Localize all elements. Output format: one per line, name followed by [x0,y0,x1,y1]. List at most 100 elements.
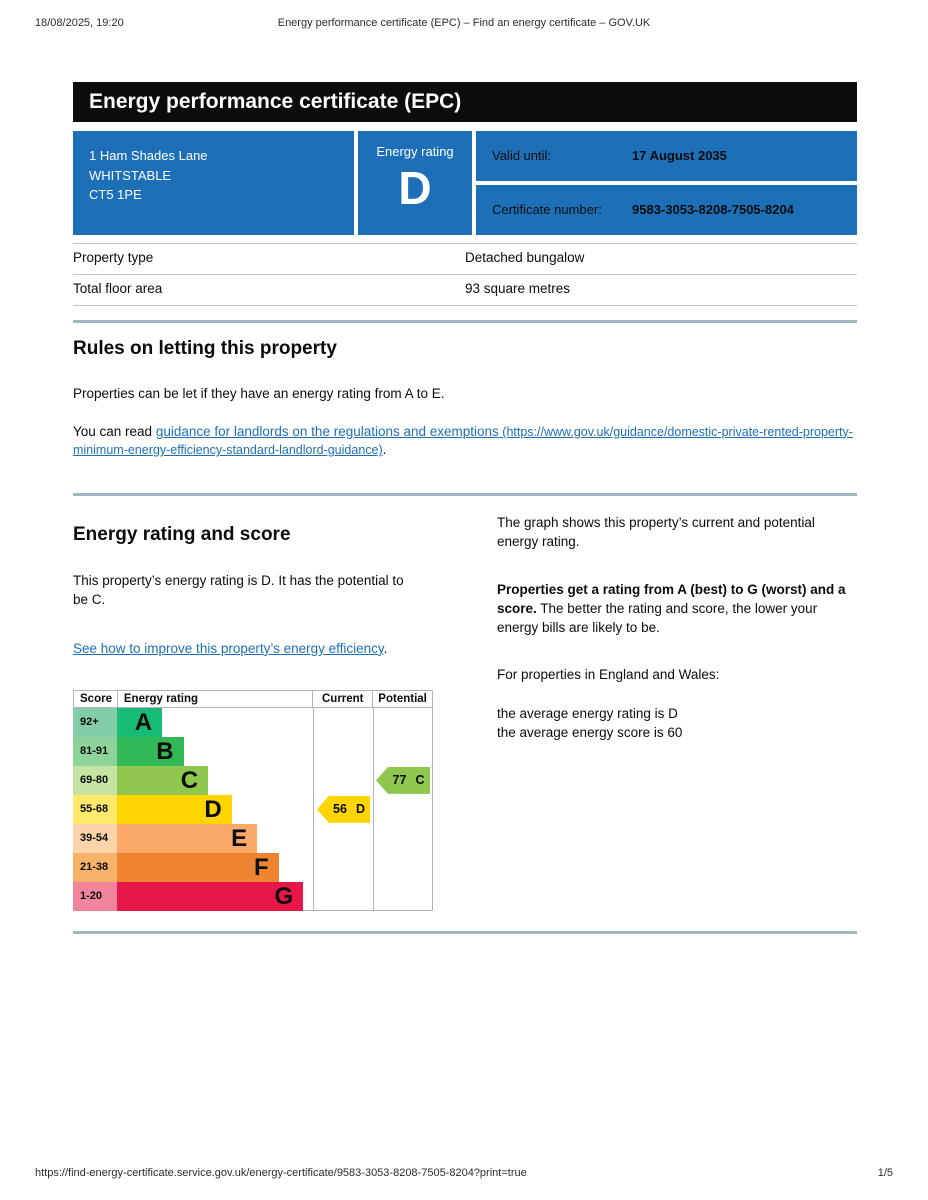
certificate-page: Energy performance certificate (EPC) 1 H… [73,82,857,934]
rules-paragraph: Properties can be let if they have an en… [73,385,445,401]
certificate-number-value: 9583-3053-8208-7505-8204 [632,201,794,217]
energy-rating-value: D [398,162,432,215]
valid-until-row: Valid until: 17 August 2035 [476,131,857,181]
band-score-range: 92+ [73,707,117,737]
address-line-2: WHITSTABLE [89,167,172,183]
guidance-link[interactable]: guidance for landlords on the regulation… [73,424,853,458]
property-address: 1 Ham Shades Lane WHITSTABLE CT5 1PE [73,131,354,235]
rules-section: Rules on letting this property Propertie… [73,338,857,461]
rating-heading: Energy rating and score [73,524,291,546]
band-bar-b: B [117,736,184,766]
current-column-divider [313,707,314,910]
potential-column-divider [373,707,374,910]
potential-rating-arrow: 77 C [376,766,430,794]
valid-until-label: Valid until: [492,147,552,163]
graph-explainer: The graph shows this property’s current … [497,515,815,550]
rating-left-column: Energy rating and score This property’s … [73,509,437,911]
rating-intro: This property’s energy rating is D. It h… [73,573,404,608]
floor-area-value: 93 square metres [465,280,571,296]
table-row: Total floor area 93 square metres [73,275,857,306]
score-column-header: Score [74,690,118,707]
guidance-prefix: You can read [73,423,156,439]
band-letter: B [156,737,174,765]
band-row-d: 55-68 D [73,794,433,824]
band-score-range: 39-54 [73,823,117,853]
certificate-number-label: Certificate number: [492,201,602,217]
potential-band: C [415,772,425,787]
rating-scale-rest: The better the rating and score, the low… [497,600,818,635]
improve-paragraph: See how to improve this property’s energ… [73,640,387,659]
guidance-link-url[interactable]: (https://www.gov.uk/guidance/domestic-pr… [73,424,853,458]
energy-rating-section: Energy rating and score This property’s … [73,509,857,911]
band-letter: G [274,882,294,910]
section-divider [73,930,857,934]
certificate-number-row: Certificate number: 9583-3053-8208-7505-… [476,185,857,235]
improve-efficiency-link[interactable]: See how to improve this property’s energ… [73,640,384,656]
band-letter: E [231,824,248,852]
address-line-1: 1 Ham Shades Lane [89,148,208,163]
band-bar-g: G [117,881,304,911]
print-datetime: 18/08/2025, 19:20 [35,17,124,29]
epc-rating-graph: Score Energy rating Current Potential 92… [73,689,433,911]
band-bar-a: A [117,707,163,737]
property-type-label: Property type [73,250,154,265]
band-bar-f: F [117,852,279,882]
section-divider [73,319,857,323]
print-page-number: 1/5 [877,1167,893,1179]
section-divider [73,493,857,497]
rating-scale-bold: Properties get a rating from A (best) to… [497,582,846,616]
band-bar-d: D [117,794,232,824]
band-letter: F [254,853,269,881]
guidance-suffix: . [382,442,387,458]
energy-rating-column-header: Energy rating [123,692,199,705]
certificate-details-panel: Valid until: 17 August 2035 Certificate … [476,131,857,235]
guidance-paragraph: You can read guidance for landlords on t… [73,423,857,461]
graph-right-border [432,707,433,910]
current-score: 56 [333,801,347,816]
band-row-a: 92+ A [73,707,433,737]
band-letter: A [134,708,153,736]
band-score-range: 21-38 [73,852,117,882]
band-bar-c: C [117,765,209,795]
rating-scale-paragraph: Properties get a rating from A (best) to… [497,581,857,638]
band-score-range: 69-80 [73,765,117,795]
band-row-b: 81-91 B [73,736,433,766]
graph-body: 92+ A 81-91 B 69-80 C 55-68 D [73,707,433,911]
band-score-range: 81-91 [73,736,117,766]
average-score-line: the average energy score is 60 [497,724,683,740]
energy-rating-label: Energy rating [376,144,454,159]
current-band: D [355,801,365,816]
improve-suffix: . [383,640,388,656]
rules-heading: Rules on letting this property [73,337,337,359]
print-url: https://find-energy-certificate.service.… [35,1167,527,1179]
band-row-e: 39-54 E [73,823,433,853]
address-line-3: CT5 1PE [89,187,142,202]
graph-header-row: Score Energy rating Current Potential [73,689,433,708]
band-row-c: 69-80 C [73,765,433,795]
floor-area-label: Total floor area [73,280,163,296]
property-facts-table: Property type Detached bungalow Total fl… [73,243,857,306]
print-footer: https://find-energy-certificate.service.… [35,1166,893,1182]
property-type-value: Detached bungalow [465,250,585,265]
print-page-title: Energy performance certificate (EPC) – F… [277,17,651,29]
band-score-range: 55-68 [73,794,117,824]
current-rating-arrow: 56 D [317,795,370,823]
print-header: 18/08/2025, 19:20 Energy performance cer… [35,16,893,32]
epc-banner-title: Energy performance certificate (EPC) [73,82,857,122]
band-score-range: 1-20 [73,881,117,911]
band-row-g: 1-20 G [73,881,433,911]
band-letter: D [204,795,222,823]
band-bar-e: E [117,823,258,853]
band-row-f: 21-38 F [73,852,433,882]
certificate-summary-box: 1 Ham Shades Lane WHITSTABLE CT5 1PE Ene… [73,131,857,235]
valid-until-value: 17 August 2035 [632,147,727,163]
average-rating-line: the average energy rating is D [497,705,678,721]
guidance-link-text[interactable]: guidance for landlords on the regulation… [155,423,499,439]
current-column-header: Current [312,690,372,707]
england-wales-intro: For properties in England and Wales: [497,666,720,682]
potential-column-header: Potential [372,690,432,707]
energy-rating-panel: Energy rating D [358,131,472,235]
potential-score: 77 [392,772,407,787]
band-letter: C [180,766,199,794]
table-row: Property type Detached bungalow [73,244,857,275]
